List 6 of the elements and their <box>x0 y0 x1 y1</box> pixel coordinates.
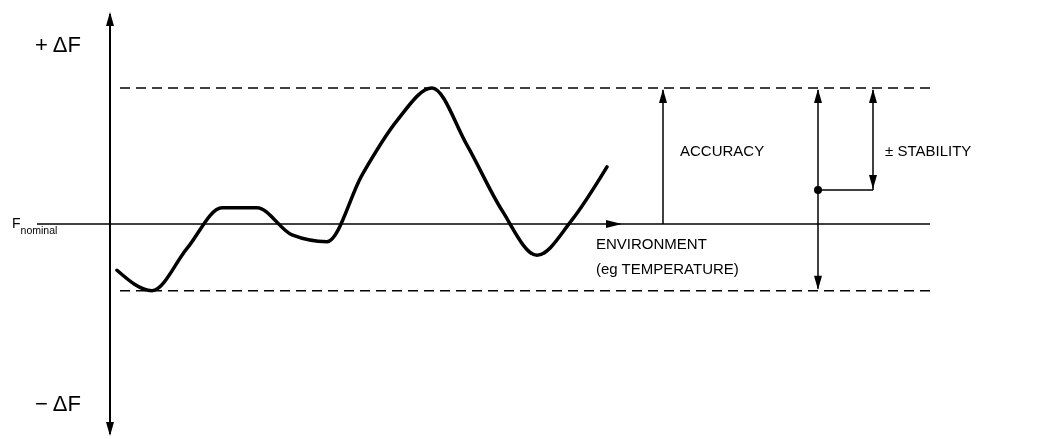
text: + ΔF <box>35 32 81 57</box>
text: ACCURACY <box>680 142 765 159</box>
text: ± STABILITY <box>885 142 972 159</box>
x-axis-title: ENVIRONMENT (eg TEMPERATURE) <box>596 235 739 277</box>
y-axis-title: F$_{nominal}$ <box>12 215 58 236</box>
text: − ΔF <box>35 391 81 416</box>
